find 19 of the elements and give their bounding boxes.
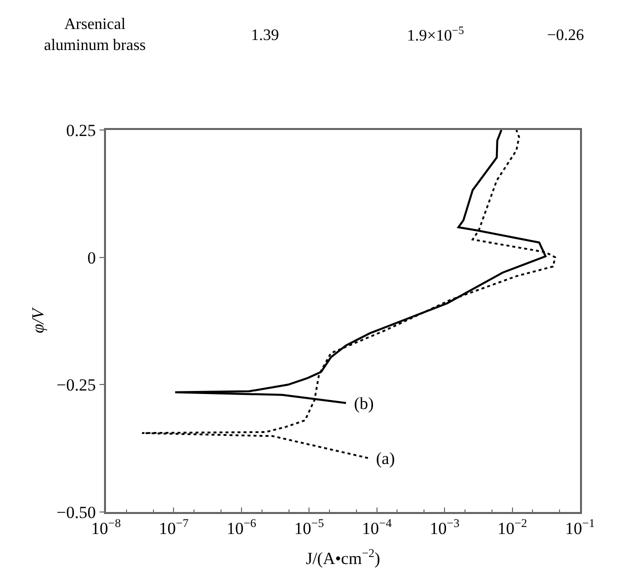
- x-tick-label: 10$^{−2}$: [497, 516, 528, 538]
- text: 1.9×10$^{−5}$: [407, 25, 464, 45]
- y-tick-label: 0: [87, 248, 96, 268]
- x-axis-title: J/(A•cm$^{−2}$): [306, 546, 380, 568]
- y-tick-label: −0.50: [56, 502, 96, 522]
- x-tick-label: 10$^{−1}$: [565, 516, 595, 538]
- text: 1.39: [251, 27, 279, 44]
- text: Arsenical aluminum brass: [44, 16, 146, 54]
- y-tick-label: −0.25: [56, 376, 96, 395]
- y-tick-label: 0.25: [66, 120, 96, 140]
- annotation: (b): [354, 394, 374, 413]
- x-tick-label: 10$^{−6}$: [226, 516, 256, 538]
- text: −0.26: [547, 27, 584, 44]
- x-tick-label: 10$^{−7}$: [158, 516, 189, 538]
- x-tick-label: 10$^{−3}$: [430, 516, 460, 538]
- x-tick-label: 10$^{−4}$: [362, 516, 392, 538]
- annotation: (a): [376, 449, 395, 468]
- x-tick-label: 10$^{−5}$: [294, 516, 324, 538]
- y-axis-title: φ/V: [28, 306, 48, 334]
